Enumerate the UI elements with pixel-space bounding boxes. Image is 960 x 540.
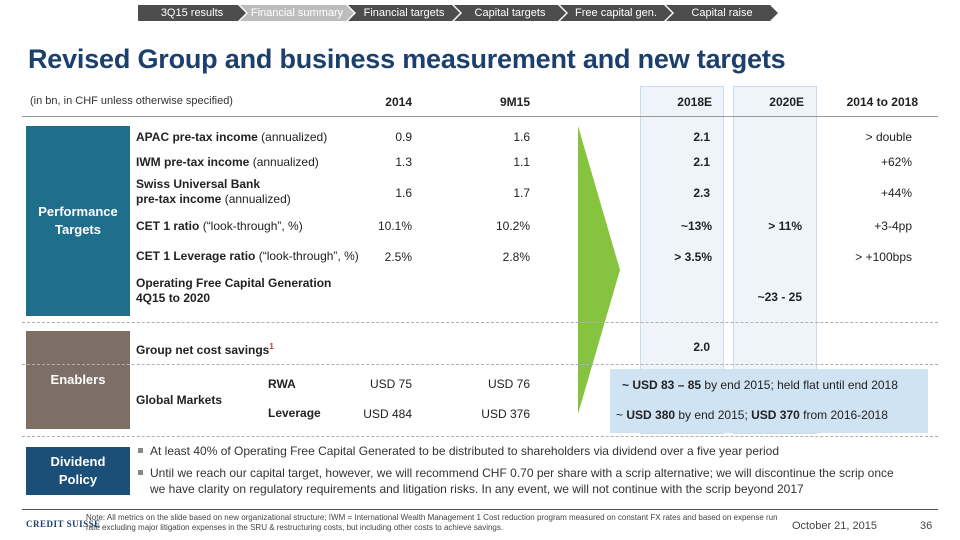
- footer-divider: [22, 509, 938, 510]
- global-markets-target-box: [610, 369, 928, 433]
- leverage-2014: 2.5%: [384, 250, 412, 264]
- iwm-change: +62%: [880, 155, 912, 169]
- col-header-2018e: 2018E: [677, 95, 712, 109]
- col-header-2014: 2014: [385, 95, 412, 109]
- iwm-9m15: 1.1: [513, 155, 530, 169]
- dividend-policy-label: Dividend Policy: [26, 447, 130, 495]
- gm-leverage-target: ~ USD 380 by end 2015; USD 370 from 2016…: [616, 408, 888, 422]
- header-divider: [22, 116, 938, 117]
- apac-2018e: 2.1: [693, 130, 710, 144]
- rwa-target: ~ USD 83 – 85 by end 2015; held flat unt…: [622, 378, 898, 392]
- leverage-2018e: > 3.5%: [674, 250, 712, 264]
- apac-2014: 0.9: [395, 130, 412, 144]
- sub-9m15: 1.7: [513, 186, 530, 200]
- page-title: Revised Group and business measurement a…: [28, 44, 786, 74]
- row-apac-label: APAC pre-tax income (annualized): [136, 130, 328, 144]
- apac-9m15: 1.6: [513, 130, 530, 144]
- footer-note: Note: All metrics on the slide based on …: [86, 513, 778, 532]
- col-header-9m15: 9M15: [499, 95, 530, 109]
- crumb-financial-summary[interactable]: Financial summary: [240, 5, 354, 21]
- iwm-2018e: 2.1: [693, 155, 710, 169]
- page-number: 36: [920, 520, 933, 532]
- leverage-gm-label: Leverage: [268, 406, 321, 420]
- cet1-change: +3-4pp: [874, 219, 912, 233]
- enablers-label: Enablers: [26, 331, 130, 429]
- performance-targets-label: Performance Targets: [26, 126, 130, 316]
- footer-date: October 21, 2015: [792, 520, 878, 532]
- col-header-2014-to-2018: 2014 to 2018: [846, 95, 918, 109]
- dividend-bullet-1: At least 40% of Operating Free Capital G…: [138, 443, 779, 459]
- rwa-9m15: USD 76: [487, 377, 530, 391]
- crumb-3q15-results[interactable]: 3Q15 results: [138, 5, 246, 21]
- row-leverage-label: CET 1 Leverage ratio (“look-through”, %): [136, 249, 359, 263]
- iwm-2014: 1.3: [395, 155, 412, 169]
- col-header-2020e: 2020E: [769, 95, 804, 109]
- sub-2014: 1.6: [395, 186, 412, 200]
- crumb-free-capital-gen[interactable]: Free capital gen.: [560, 5, 672, 21]
- ofcg-2020e: ~23 - 25: [757, 290, 802, 304]
- row-iwm-label: IWM pre-tax income (annualized): [136, 155, 319, 169]
- cet1-9m15: 10.2%: [495, 219, 530, 233]
- global-markets-label: Global Markets: [136, 393, 223, 407]
- rwa-2014: USD 75: [369, 377, 412, 391]
- leverage-change: > +100bps: [855, 250, 912, 264]
- sub-2018e: 2.3: [693, 186, 710, 200]
- credit-suisse-logo: CREDIT SUISSE: [26, 519, 101, 529]
- row-savings-label: Group net cost savings1: [136, 342, 274, 357]
- breadcrumb: 3Q15 results Financial summary Financial…: [138, 5, 772, 21]
- savings-2018e: 2.0: [693, 340, 710, 354]
- gm-leverage-9m15: USD 376: [481, 407, 530, 421]
- savings-divider: [22, 364, 938, 365]
- crumb-capital-raise[interactable]: Capital raise: [666, 5, 778, 21]
- crumb-financial-targets[interactable]: Financial targets: [348, 5, 460, 21]
- leverage-9m15: 2.8%: [502, 250, 530, 264]
- unit-note: (in bn, in CHF unless otherwise specifie…: [30, 95, 233, 107]
- row-sub-label: Swiss Universal Bank pre-tax income (annu…: [136, 177, 291, 206]
- row-ofcg-label: Operating Free Capital Generation 4Q15 to…: [136, 276, 332, 305]
- rwa-label: RWA: [268, 377, 296, 391]
- crumb-capital-targets[interactable]: Capital targets: [454, 5, 566, 21]
- apac-change: > double: [865, 130, 912, 144]
- row-cet1-label: CET 1 ratio (“look-through”, %): [136, 219, 303, 233]
- sub-change: +44%: [880, 186, 912, 200]
- cet1-2020e: > 11%: [768, 219, 802, 233]
- performance-divider: [22, 322, 938, 323]
- gm-leverage-2014: USD 484: [363, 407, 412, 421]
- dividend-bullet-2: Until we reach our capital target, howev…: [138, 465, 894, 497]
- cet1-2018e: ~13%: [680, 219, 712, 233]
- enablers-divider: [22, 436, 938, 437]
- cet1-2014: 10.1%: [377, 219, 412, 233]
